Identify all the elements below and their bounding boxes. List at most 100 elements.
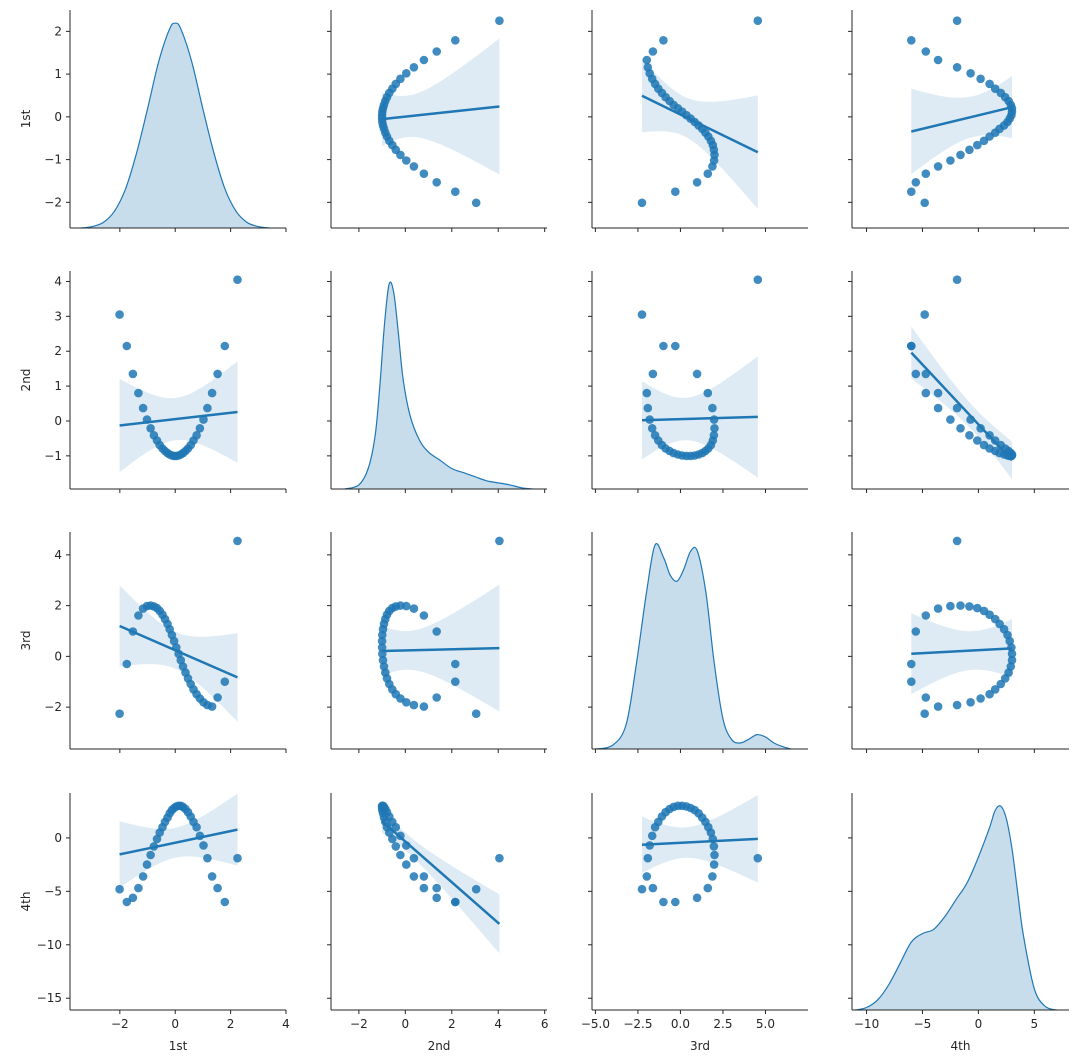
scatter-point (952, 275, 962, 285)
ci-band (382, 38, 500, 175)
scatter-point (391, 822, 401, 832)
y-axis-label-3rd: 3rd (19, 631, 33, 651)
scatter-point (946, 156, 955, 165)
scatter-point (920, 709, 929, 718)
ci-band (382, 809, 500, 954)
scatter-point (419, 169, 429, 178)
scatter-point (396, 74, 405, 84)
y-tick-label: 0 (54, 649, 62, 663)
scatter-point (692, 893, 702, 903)
scatter-point (378, 630, 387, 640)
scatter-point (976, 694, 985, 703)
scatter-point (471, 884, 481, 894)
scatter-point (419, 702, 429, 711)
regression-line (119, 624, 238, 679)
kde-fill-3rd (595, 543, 791, 749)
regression-line (641, 415, 758, 422)
panel-3rd-vs-2nd (327, 532, 547, 753)
scatter-point (671, 341, 680, 351)
ci-band (911, 613, 1012, 695)
scatter-point (973, 436, 982, 445)
regression-line (381, 820, 501, 925)
y-tick-label: −1 (44, 153, 62, 167)
panel-2nd-vs-2nd (327, 271, 547, 493)
y-tick-label: 1 (54, 67, 62, 81)
scatter-point (203, 853, 212, 863)
scatter-point (146, 850, 155, 860)
scatter-point (402, 69, 411, 78)
scatter-point (1007, 649, 1017, 659)
scatter-point (451, 659, 460, 669)
scatter-point (650, 431, 660, 440)
scatter-point (233, 853, 242, 863)
y-tick-label: −2 (44, 700, 62, 714)
x-tick-label: 0 (975, 1017, 983, 1031)
x-tick-label: 6 (541, 1017, 549, 1031)
y-tick-label: 2 (54, 24, 62, 38)
scatter-point (402, 156, 411, 165)
x-tick-label: −10 (854, 1017, 879, 1031)
scatter-point (921, 693, 931, 702)
panel-4th-vs-3rd: −5.0 −2.5 0.0 2.5 5.0 (581, 793, 808, 1031)
scatter-point (396, 850, 405, 860)
scatter-point (419, 611, 429, 620)
scatter-point (213, 693, 222, 702)
scatter-point (419, 883, 429, 893)
x-tick-label: −2 (350, 1017, 368, 1031)
scatter-point (920, 310, 929, 319)
y-tick-label: 2 (54, 599, 62, 613)
kde-line-4th (855, 805, 1057, 1011)
scatter-point (648, 47, 658, 56)
scatter-point (966, 698, 975, 707)
scatter-point (965, 602, 974, 611)
scatter-point (921, 611, 931, 620)
scatter-point (946, 601, 955, 611)
x-axis-label-4th: 4th (951, 1039, 971, 1053)
regression-line (910, 351, 1013, 462)
scatter-point (642, 388, 652, 398)
x-axis-label-2nd: 2nd (428, 1039, 451, 1053)
scatter-point (495, 536, 504, 546)
scatter-point (451, 187, 460, 196)
scatter-point (134, 611, 143, 620)
scatter-point (115, 709, 124, 718)
scatter-point (637, 198, 647, 208)
scatter-point (233, 275, 242, 285)
scatter-point (709, 842, 719, 851)
scatter-point (956, 150, 965, 160)
scatter-point (432, 883, 442, 893)
panel-1st-vs-3rd (588, 10, 808, 232)
scatter-point (134, 883, 143, 893)
panel-3rd-vs-4th (848, 532, 1069, 753)
scatter-point (708, 872, 717, 881)
scatter-point (192, 822, 201, 832)
scatter-point (378, 655, 388, 665)
scatter-point (907, 677, 916, 686)
x-tick-label: 4 (282, 1017, 290, 1031)
y-axis-label-2nd: 2nd (19, 369, 33, 392)
scatter-point (703, 883, 713, 893)
regression-line (911, 647, 1013, 655)
scatter-point (432, 893, 442, 903)
scatter-point (207, 872, 217, 881)
scatter-point (643, 403, 653, 413)
kde-line-2nd (344, 281, 534, 490)
scatter-point (134, 388, 143, 398)
scatter-point (965, 145, 974, 155)
panel-3rd-vs-3rd (588, 532, 808, 753)
scatter-point (985, 79, 994, 89)
scatter-point (419, 872, 429, 881)
scatter-point (643, 63, 653, 72)
scatter-point (409, 853, 419, 863)
scatter-point (952, 536, 962, 546)
scatter-point (671, 897, 680, 907)
scatter-point (471, 198, 481, 208)
y-tick-label: 3 (54, 309, 62, 323)
scatter-point (710, 850, 719, 860)
scatter-point (907, 36, 916, 45)
scatter-point (921, 169, 931, 178)
scatter-point (973, 140, 982, 150)
regression-line (381, 105, 500, 121)
scatter-point (199, 415, 208, 424)
scatter-point (990, 84, 1000, 93)
